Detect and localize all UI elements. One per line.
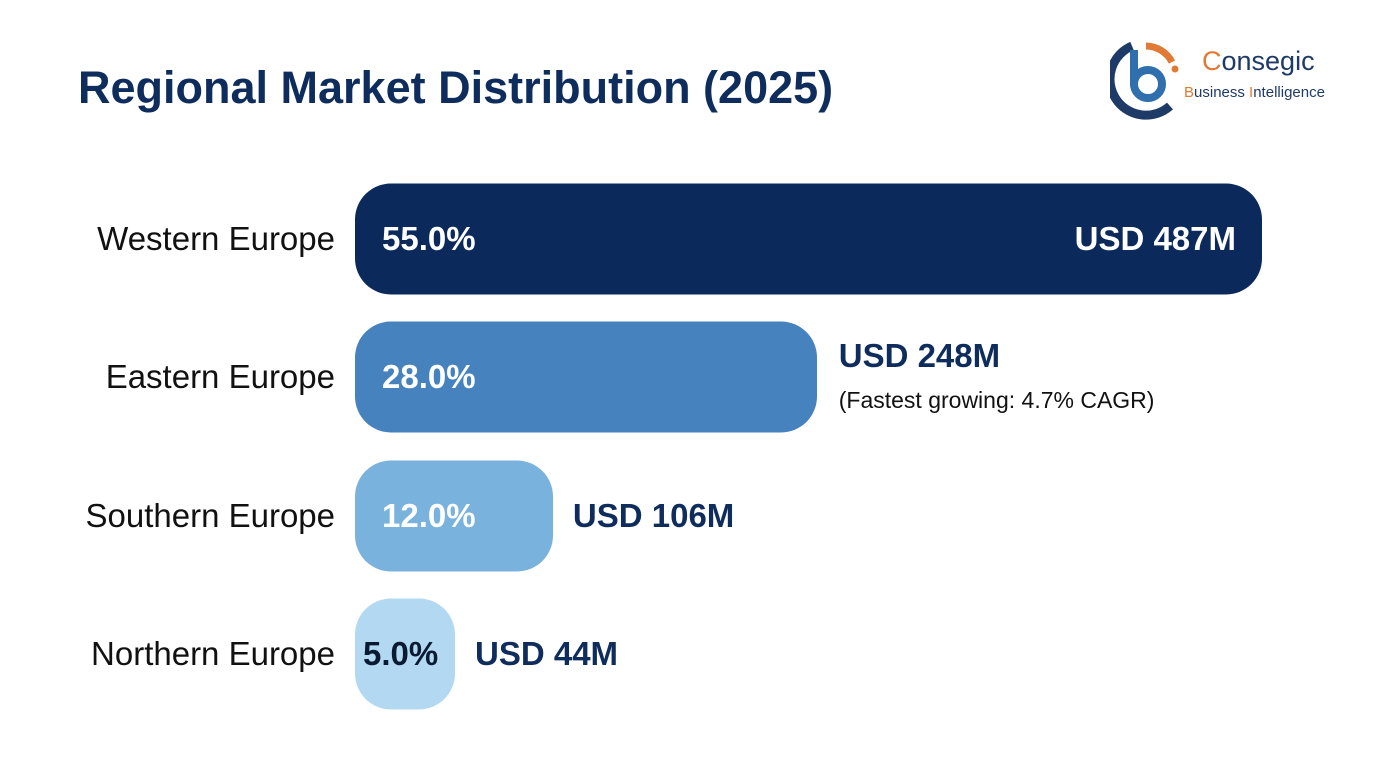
value-label: USD 248M [838,337,1001,374]
category-label: Eastern Europe [105,358,335,395]
value-label: USD 487M [1074,220,1236,257]
bar [355,598,455,710]
bar [355,321,817,433]
logo-mark-icon [1110,41,1179,120]
percent-label: 5.0% [363,635,439,672]
percent-label: 12.0% [382,497,476,534]
logo-tagline: Business Intelligence [1184,84,1325,101]
category-label: Northern Europe [91,635,335,672]
value-label: USD 106M [572,497,735,534]
percent-label: 28.0% [382,358,476,395]
consegic-logo: Consegic Business Intelligence [1110,36,1350,120]
chart-title: Regional Market Distribution (2025) [78,62,834,113]
annotation: (Fastest growing: 4.7% CAGR) [838,387,1155,413]
percent-label: 55.0% [382,220,476,257]
bar [355,460,553,572]
bar [355,183,1262,295]
logo-brand: Consegic [1202,46,1315,76]
category-label: Southern Europe [85,497,335,534]
category-label: Western Europe [97,220,335,257]
value-label: USD 44M [475,635,619,672]
